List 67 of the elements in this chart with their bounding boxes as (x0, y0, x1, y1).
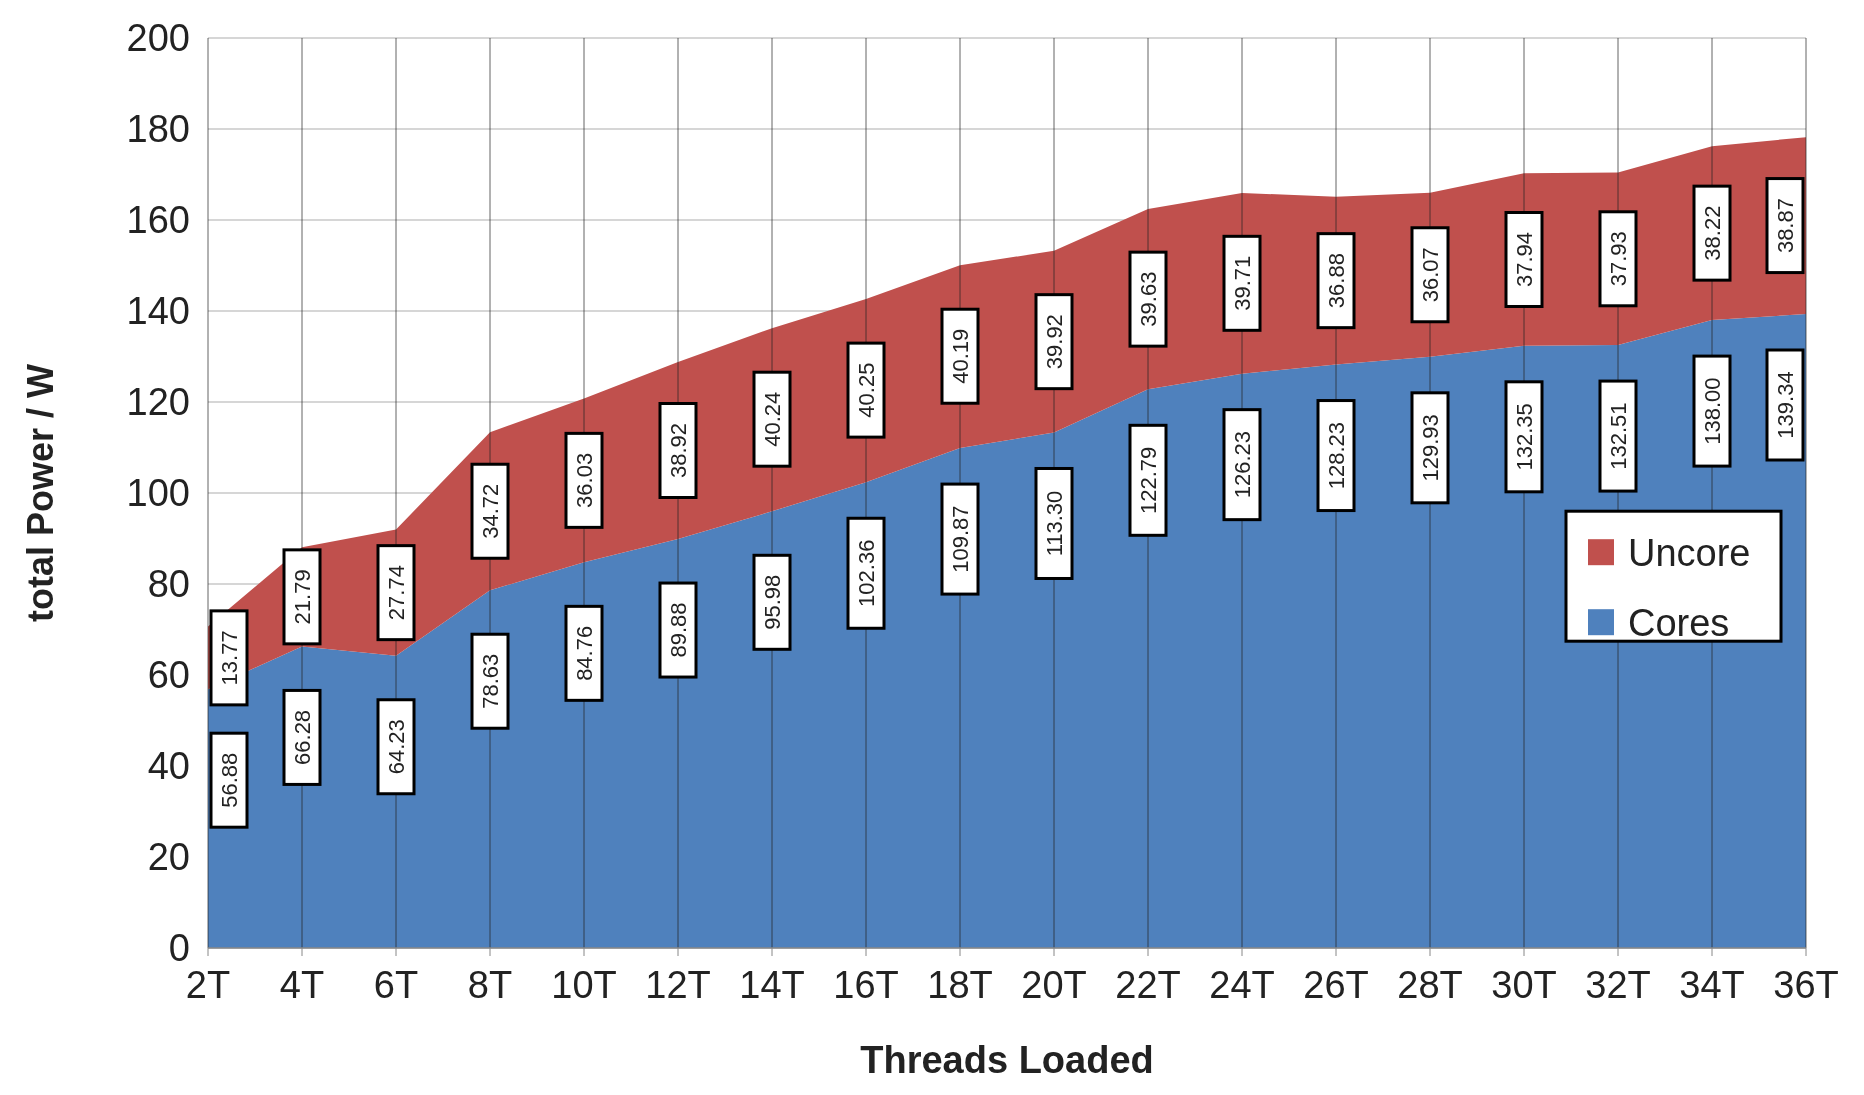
data-label: 38.22 (1699, 205, 1725, 261)
data-label: 89.88 (665, 602, 691, 658)
x-tick-label: 18T (927, 964, 993, 1006)
x-tick-label: 36T (1773, 964, 1839, 1006)
data-label: 78.63 (477, 653, 503, 709)
data-label: 122.79 (1135, 446, 1161, 514)
x-tick-label: 26T (1303, 964, 1369, 1006)
x-tick-label: 8T (467, 964, 513, 1006)
x-tick-label: 28T (1397, 964, 1463, 1006)
data-label: 102.36 (853, 539, 879, 607)
y-tick-label: 40 (147, 745, 190, 788)
data-label: 132.51 (1605, 402, 1631, 470)
data-label: 139.34 (1772, 371, 1798, 439)
y-tick-label: 180 (126, 108, 190, 151)
data-label: 40.19 (947, 328, 973, 384)
data-label: 138.00 (1699, 377, 1725, 445)
data-label: 95.98 (759, 574, 785, 630)
data-label: 37.93 (1605, 231, 1631, 287)
data-label: 39.92 (1041, 314, 1067, 370)
x-tick-label: 34T (1679, 964, 1745, 1006)
data-label: 129.93 (1417, 414, 1443, 482)
y-tick-label: 200 (126, 17, 190, 60)
data-label: 21.79 (289, 569, 315, 625)
data-label: 126.23 (1229, 431, 1255, 499)
y-tick-label: 140 (126, 290, 190, 333)
data-label: 40.25 (853, 362, 879, 418)
data-label: 27.74 (383, 565, 409, 621)
data-label: 84.76 (571, 625, 597, 681)
x-tick-label: 10T (551, 964, 617, 1006)
data-label: 38.92 (665, 422, 691, 479)
y-tick-label: 160 (126, 199, 190, 242)
data-label: 64.23 (383, 719, 409, 775)
y-tick-label: 60 (147, 654, 190, 697)
data-label: 36.03 (571, 452, 597, 508)
legend-label: Cores (1628, 601, 1730, 644)
y-tick-label: 20 (147, 836, 190, 879)
x-axis-title: Threads Loaded (860, 1039, 1154, 1081)
x-tick-label: 16T (833, 964, 899, 1006)
legend-label: Uncore (1628, 531, 1751, 574)
y-axis-title: total Power / W (20, 363, 61, 623)
x-tick-label: 30T (1491, 964, 1557, 1006)
x-tick-label: 12T (645, 964, 711, 1006)
data-label: 37.94 (1511, 231, 1537, 288)
data-label: 34.72 (477, 483, 503, 539)
data-label: 128.23 (1323, 421, 1349, 490)
y-tick-label: 120 (126, 381, 190, 424)
data-label: 56.88 (216, 752, 242, 808)
data-label: 39.63 (1135, 271, 1161, 327)
x-tick-label: 32T (1585, 964, 1651, 1006)
data-label: 66.28 (289, 709, 315, 765)
x-tick-label: 4T (279, 964, 325, 1006)
data-label: 13.77 (216, 630, 242, 686)
x-tick-label: 6T (373, 964, 419, 1006)
data-label: 39.71 (1229, 255, 1255, 311)
y-tick-label: 80 (147, 563, 190, 606)
y-tick-label: 100 (126, 472, 190, 515)
data-label: 36.88 (1323, 253, 1349, 309)
x-tick-label: 22T (1115, 964, 1181, 1006)
data-label: 36.07 (1417, 247, 1443, 303)
data-label: 38.87 (1772, 198, 1798, 254)
data-label: 40.24 (759, 391, 785, 447)
x-tick-label: 14T (739, 964, 805, 1006)
x-tick-label: 24T (1209, 964, 1275, 1006)
x-tick-label: 20T (1021, 964, 1087, 1006)
data-label: 109.87 (947, 505, 973, 573)
data-label: 132.35 (1511, 403, 1537, 471)
data-label: 113.30 (1041, 490, 1067, 557)
